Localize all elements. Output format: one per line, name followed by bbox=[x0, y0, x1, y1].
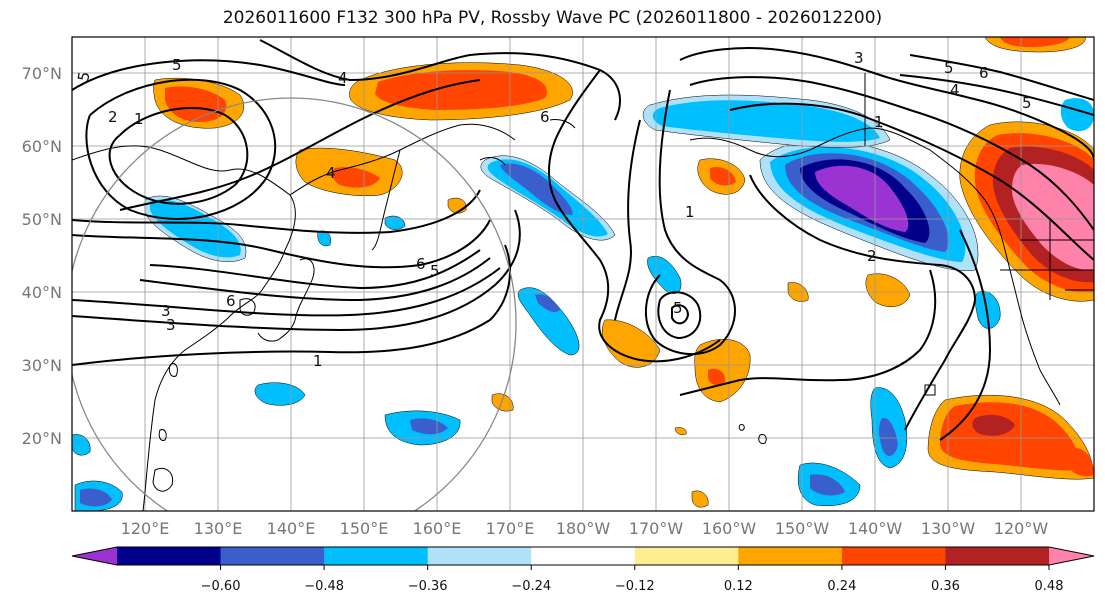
lat-label: 40°N bbox=[22, 283, 62, 302]
map-frame bbox=[71, 36, 1095, 512]
reference-circle bbox=[72, 97, 517, 511]
lon-label: 130°W bbox=[921, 519, 976, 538]
lon-label: 130°E bbox=[194, 519, 243, 538]
anomaly-negative-gulf-alaska bbox=[759, 140, 979, 271]
lon-label: 170°W bbox=[629, 519, 684, 538]
contour-label: 3 bbox=[854, 49, 864, 67]
contour-label: 4 bbox=[950, 81, 960, 99]
latitude-labels: 70°N 60°N 50°N 40°N 30°N 20°N bbox=[22, 64, 62, 448]
contour-label: 6 bbox=[979, 64, 989, 82]
graticule bbox=[72, 37, 1094, 511]
contour-label: 3 bbox=[166, 316, 176, 334]
contour-label: 1 bbox=[313, 352, 323, 370]
lon-label: 180°W bbox=[556, 519, 611, 538]
contour-label: 5 bbox=[673, 299, 683, 317]
figure-title: 2026011600 F132 300 hPa PV, Rossby Wave … bbox=[222, 8, 883, 28]
colorbar-cell bbox=[634, 547, 739, 565]
lat-label: 20°N bbox=[22, 429, 62, 448]
colorbar-tick-label: 0.12 bbox=[724, 579, 753, 594]
lon-label: 150°W bbox=[775, 519, 830, 538]
contour-label: 5 bbox=[172, 56, 182, 74]
lon-label: 120°E bbox=[121, 519, 170, 538]
lon-label: 160°E bbox=[413, 519, 462, 538]
contour-label: 5 bbox=[1022, 94, 1032, 112]
contour-label: 6 bbox=[416, 255, 426, 273]
colorbar-tick-label: 0.48 bbox=[1035, 579, 1064, 594]
contour-label: 1 bbox=[874, 113, 884, 131]
colorbar-tick-label: −0.24 bbox=[511, 579, 551, 594]
map-content: 5 5 4 3 5 6 2 1 4 6 6 5 4 3 6 1 1 1 5 2 bbox=[72, 37, 1094, 511]
anomaly-positive-subtropical bbox=[927, 394, 1094, 480]
colorbar-cell bbox=[531, 547, 636, 565]
colorbar-cell bbox=[324, 547, 429, 565]
lat-label: 70°N bbox=[22, 64, 62, 83]
colorbar-extend-right bbox=[1049, 547, 1094, 565]
colorbar-cell bbox=[841, 547, 946, 565]
colorbar-cell bbox=[427, 547, 532, 565]
colorbar: −0.60 −0.48 −0.36 −0.24 −0.12 0.12 0.24 0.36 0.4… bbox=[71, 546, 1095, 594]
colorbar-cell bbox=[738, 547, 843, 565]
colorbar-tick-label: −0.48 bbox=[304, 579, 344, 594]
colorbar-cells bbox=[117, 547, 1050, 565]
anomaly-negative-small-blobs bbox=[72, 215, 1001, 511]
lon-label: 170°E bbox=[486, 519, 535, 538]
colorbar-tick-label: −0.60 bbox=[201, 579, 241, 594]
contour-label: 5 bbox=[74, 70, 93, 83]
anomaly-positive-small-blobs bbox=[447, 158, 911, 508]
pv-contours bbox=[72, 39, 1094, 441]
contour-labels: 5 5 4 3 5 6 2 1 4 6 6 5 4 3 6 1 1 1 5 2 bbox=[74, 49, 1031, 370]
contour-label: 2 bbox=[867, 247, 877, 265]
contour-label: 6 bbox=[226, 292, 236, 310]
lat-label: 50°N bbox=[22, 210, 62, 229]
colorbar-cell bbox=[117, 547, 222, 565]
contour-label: 2 bbox=[108, 108, 118, 126]
contour-label: 4 bbox=[326, 164, 336, 182]
contour-label: 1 bbox=[685, 203, 695, 221]
colorbar-cell bbox=[945, 547, 1050, 565]
lon-label: 140°W bbox=[848, 519, 903, 538]
colorbar-tick-label: 0.24 bbox=[827, 579, 856, 594]
colorbar-cell bbox=[220, 547, 325, 565]
lon-label: 150°E bbox=[340, 519, 389, 538]
contour-label: 6 bbox=[540, 108, 550, 126]
lon-label: 120°W bbox=[994, 519, 1049, 538]
contour-label: 1 bbox=[134, 110, 144, 128]
contour-label: 4 bbox=[338, 69, 348, 87]
colorbar-tick-label: 0.36 bbox=[931, 579, 960, 594]
lon-label: 160°W bbox=[702, 519, 757, 538]
lon-label: 140°E bbox=[267, 519, 316, 538]
longitude-labels: 120°E 130°E 140°E 150°E 160°E 170°E 180°… bbox=[121, 519, 1049, 538]
colorbar-tick-label: −0.36 bbox=[408, 579, 448, 594]
contour-label: 5 bbox=[430, 262, 440, 280]
colorbar-tick-label: −0.12 bbox=[615, 579, 655, 594]
contour-label: 3 bbox=[161, 302, 171, 320]
lat-label: 60°N bbox=[22, 137, 62, 156]
colorbar-extend-left bbox=[72, 547, 117, 565]
colorbar-ticks: −0.60 −0.48 −0.36 −0.24 −0.12 0.12 0.24 0.36 0.4… bbox=[201, 565, 1064, 594]
contour-label: 5 bbox=[944, 59, 954, 77]
colorbar-outline bbox=[71, 546, 1095, 566]
lat-label: 30°N bbox=[22, 356, 62, 375]
